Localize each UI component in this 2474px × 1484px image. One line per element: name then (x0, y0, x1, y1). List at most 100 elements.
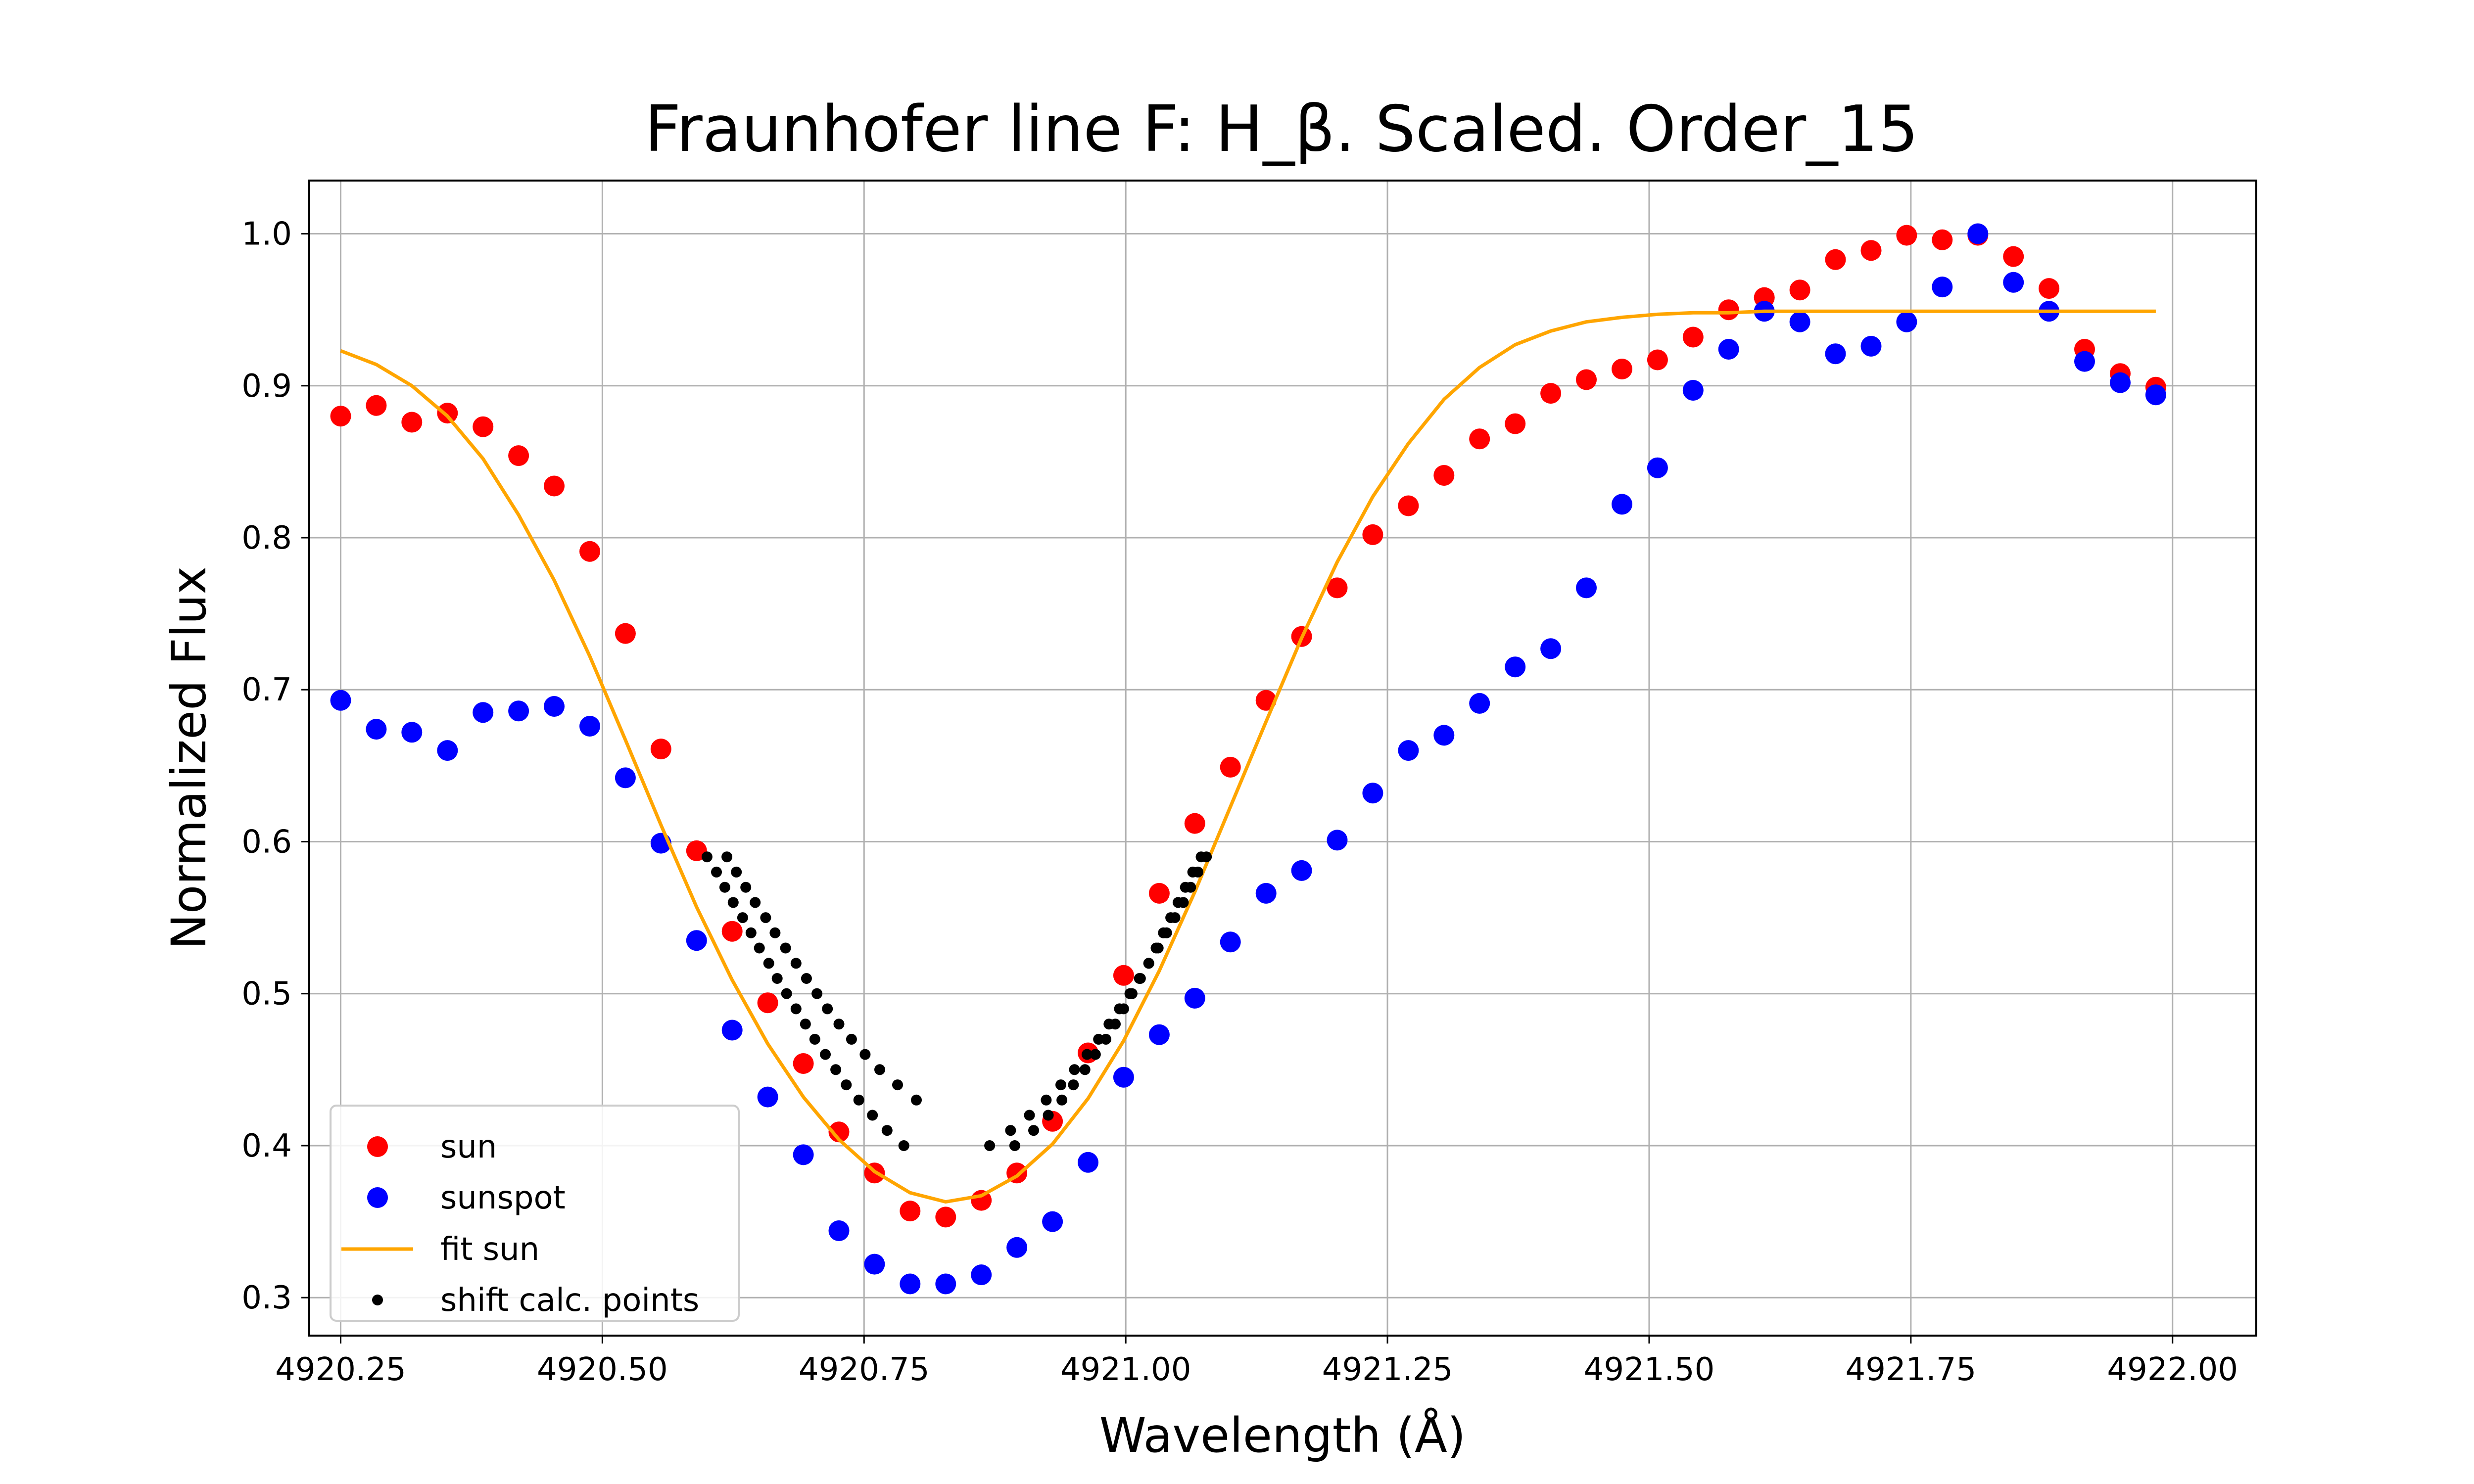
shift-calc-points-point (737, 912, 748, 924)
shift-calc-points-point (1043, 1110, 1054, 1121)
sunspot-point (793, 1144, 814, 1165)
sunspot-point (1932, 277, 1953, 298)
sunspot-point (1291, 860, 1312, 881)
shift-calc-points-point (809, 1033, 820, 1045)
shift-calc-points-point (790, 1003, 802, 1015)
sunspot-point (2003, 272, 2024, 293)
shift-calc-points-point (1024, 1110, 1035, 1121)
series-shift-calc-points (701, 851, 1212, 1151)
legend-shift-calc-points-marker (372, 1295, 383, 1305)
series-fit-sun (340, 309, 2156, 1204)
y-tick-label: 0.7 (241, 672, 292, 708)
shift-calc-points-point (740, 881, 752, 893)
sun-point (330, 406, 351, 427)
fit-sun-line (340, 309, 2156, 1204)
shift-calc-points-point (1114, 1003, 1125, 1015)
legend-box (330, 1105, 740, 1322)
sunspot-point (2145, 384, 2166, 406)
x-axis-label: Wavelength (Å) (1099, 1407, 1466, 1463)
sunspot-point (1576, 577, 1597, 599)
x-tick-label: 4922.00 (2107, 1351, 2238, 1388)
sunspot-point (935, 1273, 956, 1295)
x-tick-label: 4921.50 (1584, 1351, 1715, 1388)
legend-sun-marker (367, 1136, 388, 1157)
sun-point (650, 739, 671, 760)
shift-calc-points-point (853, 1094, 864, 1106)
shift-calc-points-point (822, 1003, 833, 1015)
shift-calc-points-point (881, 1125, 893, 1136)
sunspot-point (1540, 638, 1562, 659)
shift-calc-points-point (731, 866, 742, 878)
sunspot-point (1718, 339, 1739, 360)
series-sunspot (330, 223, 2166, 1295)
sun-point (1789, 279, 1810, 301)
sunspot-point (721, 1020, 743, 1041)
sunspot-point (1006, 1237, 1028, 1258)
sun-point (2003, 246, 2024, 267)
shift-calc-points-point (874, 1064, 885, 1075)
sunspot-point (900, 1273, 921, 1295)
shift-calc-points-point (1169, 912, 1181, 924)
sun-point (793, 1053, 814, 1074)
sunspot-point (1362, 783, 1383, 804)
sunspot-point (1505, 656, 1526, 678)
shift-calc-points-point (1028, 1125, 1039, 1136)
sunspot-point (1433, 725, 1455, 746)
shift-calc-points-point (711, 866, 722, 878)
sun-point (401, 412, 423, 433)
sunspot-point (828, 1220, 850, 1241)
sun-point (1825, 249, 1846, 270)
shift-calc-points-point (984, 1140, 996, 1151)
shift-calc-points-point (1068, 1079, 1079, 1091)
sun-point (1113, 965, 1134, 986)
sunspot-point (1327, 830, 1348, 851)
legend-fit-sun-label: fit sun (440, 1231, 539, 1268)
sunspot-point (1967, 223, 1989, 244)
sun-point (935, 1206, 956, 1228)
y-tick-label: 0.3 (241, 1280, 292, 1316)
shift-calc-points-point (780, 942, 791, 954)
sun-point (615, 623, 636, 644)
sunspot-point (615, 767, 636, 788)
shift-calc-points-point (820, 1049, 831, 1060)
plot-frame (308, 180, 2257, 1337)
shift-calc-points-point (1192, 866, 1204, 878)
sun-point (544, 475, 565, 497)
shift-calc-points-point (841, 1079, 852, 1091)
sun-point (579, 541, 600, 562)
sunspot-point (2110, 372, 2131, 393)
sun-point (1505, 413, 1526, 434)
sun-point (2039, 278, 2060, 299)
sun-point (1469, 428, 1490, 450)
x-tick-label: 4921.75 (1846, 1351, 1977, 1388)
shift-calc-points-point (1090, 1049, 1101, 1060)
sun-point (900, 1201, 921, 1222)
x-tick-label: 4921.25 (1322, 1351, 1453, 1388)
sun-point (721, 921, 743, 942)
chart-title: Fraunhofer line F: H_β. Scaled. Order_15 (645, 93, 1918, 166)
shift-calc-points-point (1093, 1033, 1104, 1045)
shift-calc-points-point (911, 1094, 922, 1106)
shift-calc-points-point (1161, 927, 1172, 938)
shift-calc-points-point (1056, 1094, 1068, 1106)
shift-calc-points-point (867, 1110, 878, 1121)
sun-point (828, 1121, 850, 1143)
legend-shift-calc-points-label: shift calc. points (440, 1282, 699, 1319)
shift-calc-points-point (1185, 881, 1196, 893)
sun-point (1612, 359, 1632, 379)
shift-calc-points-point (1055, 1079, 1066, 1091)
sunspot-point (1078, 1152, 1098, 1173)
shift-calc-points-point (763, 958, 774, 969)
sunspot-point (757, 1086, 778, 1108)
x-tick-label: 4920.50 (537, 1351, 668, 1388)
y-tick-label: 1.0 (241, 216, 292, 253)
sunspot-point (1860, 335, 1882, 357)
sunspot-point (473, 702, 494, 723)
sun-point (1682, 326, 1704, 348)
shift-calc-points-point (898, 1140, 909, 1151)
legend: sun sunspot fit sun shift calc. points (330, 1105, 740, 1322)
y-tick-label: 0.6 (241, 824, 292, 860)
sunspot-point (1255, 882, 1277, 904)
series-sun (330, 225, 2166, 1228)
